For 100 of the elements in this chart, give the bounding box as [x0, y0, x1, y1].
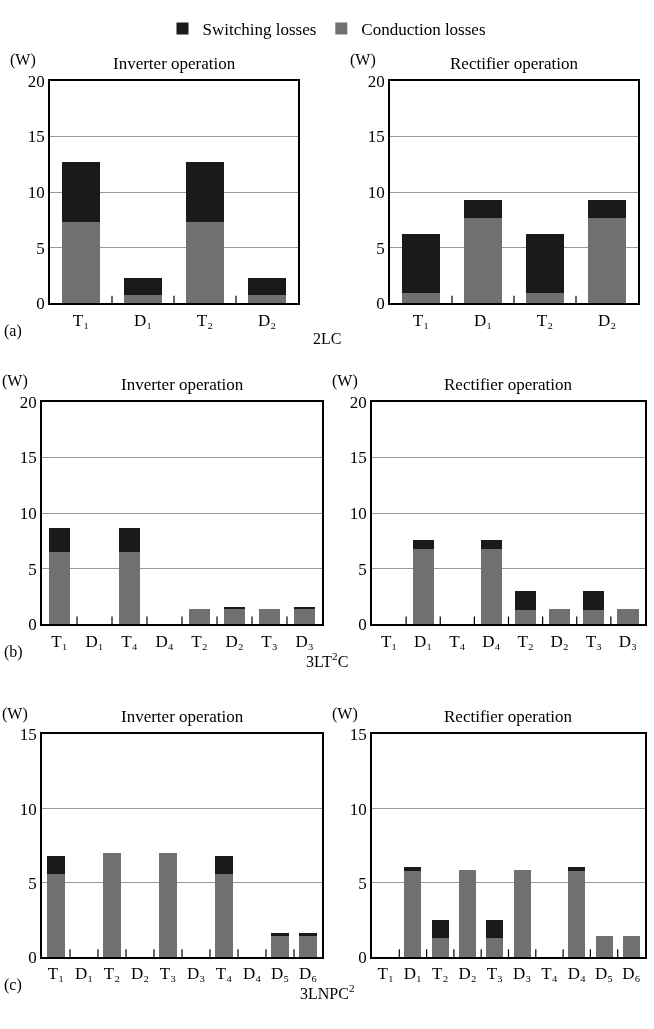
bar	[617, 608, 639, 625]
y-tick-label: 5	[28, 873, 37, 893]
x-tick-label: T₁	[380, 631, 398, 651]
y-tick-label: 15	[27, 127, 45, 147]
bar	[188, 608, 211, 625]
x-tick-label: D₄	[155, 631, 174, 651]
chart-title: Inverter operation	[121, 707, 244, 726]
bar	[587, 217, 627, 304]
bar	[412, 548, 434, 625]
bar	[583, 591, 605, 610]
x-tick-label: D₅	[270, 964, 290, 984]
x-tick-label: T₁	[47, 964, 65, 984]
text: (c)	[4, 976, 22, 994]
bar	[514, 609, 537, 625]
x-tick-label: D₂	[597, 310, 617, 330]
bar	[47, 873, 65, 958]
bar	[293, 608, 316, 625]
x-tick-label: D₂	[130, 964, 150, 984]
x-tick-label: T₁	[377, 964, 394, 984]
x-tick-label: D₁	[74, 964, 94, 984]
x-tick-label: T₂	[103, 964, 121, 984]
bar	[271, 936, 289, 958]
x-tick-label: D₅	[594, 964, 614, 984]
y-tick-label: 15	[349, 448, 367, 468]
y-tick-label: 15	[19, 448, 37, 468]
bar	[123, 277, 163, 295]
y-tick-label: 20	[19, 392, 37, 412]
bar	[514, 591, 537, 610]
bar	[299, 936, 317, 958]
bar	[271, 933, 289, 937]
x-tick-label: D₃	[513, 964, 532, 984]
text: 3LNPC$^{2}$	[300, 982, 355, 1002]
bar	[404, 871, 422, 958]
x-tick-label: D₄	[567, 964, 586, 984]
x-tick-label: D₃	[295, 631, 314, 651]
bar	[185, 222, 225, 304]
bar	[47, 856, 65, 874]
y-tick-label: 10	[19, 799, 37, 819]
chart-title: Inverter operation	[113, 54, 236, 73]
bar	[118, 527, 141, 553]
bar	[185, 161, 225, 223]
legend-label: Conduction losses	[361, 20, 486, 40]
y-axis-title: (W)	[332, 705, 358, 723]
x-tick-label: T₃	[486, 964, 504, 984]
bar	[549, 608, 571, 625]
y-tick-label: 10	[19, 503, 37, 523]
y-axis-title: (W)	[2, 705, 28, 723]
bar	[412, 539, 434, 549]
x-tick-label: T₂	[432, 964, 449, 984]
bar	[431, 937, 449, 958]
bar	[463, 199, 503, 218]
y-tick-label: 15	[349, 725, 367, 745]
y-tick-label: 10	[349, 503, 367, 523]
x-tick-label: D₄	[482, 631, 501, 651]
bar	[215, 873, 233, 958]
x-tick-label: T₁	[51, 631, 68, 651]
chart-title: Rectifier operation	[444, 707, 573, 726]
x-tick-label: T₁	[412, 310, 430, 330]
x-tick-label: D₂	[257, 310, 277, 330]
y-tick-label: 20	[367, 71, 385, 91]
x-tick-label: D₆	[298, 964, 318, 984]
bar	[223, 608, 246, 625]
x-tick-label: D₁	[133, 310, 153, 330]
y-axis-title: (W)	[350, 51, 376, 69]
text: 2LC	[313, 330, 342, 347]
x-tick-label: D₂	[225, 631, 244, 651]
bar	[431, 920, 449, 938]
bar	[48, 527, 71, 553]
bar	[486, 920, 504, 938]
bar	[513, 869, 531, 958]
chart-title: Inverter operation	[121, 375, 244, 394]
x-tick-label: T₂	[196, 310, 214, 330]
y-tick-label: 10	[27, 183, 45, 202]
y-tick-label: 0	[358, 948, 367, 968]
x-tick-label: T₃	[585, 631, 603, 651]
bar	[103, 853, 121, 958]
bar	[401, 234, 441, 294]
y-axis-title: (W)	[10, 51, 36, 69]
bar	[486, 937, 504, 958]
text: (a)	[4, 322, 22, 340]
y-tick-label: 15	[367, 127, 385, 147]
y-tick-label: 0	[28, 948, 37, 968]
x-tick-label: D₂	[550, 631, 569, 651]
bar	[247, 277, 287, 295]
x-tick-label: D₃	[186, 964, 206, 984]
x-tick-label: T₃	[261, 631, 278, 651]
y-tick-label: 20	[349, 392, 367, 412]
x-tick-label: T₂	[517, 631, 534, 651]
y-tick-label: 10	[349, 799, 367, 819]
x-tick-label: T₄	[449, 631, 466, 651]
bar	[587, 199, 627, 218]
y-tick-label: 0	[358, 615, 367, 635]
bar	[525, 234, 565, 294]
y-tick-label: 5	[358, 559, 367, 579]
x-tick-label: D₁	[85, 631, 104, 651]
bar	[568, 866, 586, 872]
bar	[61, 222, 101, 304]
bar	[463, 217, 503, 304]
bar	[258, 608, 281, 625]
x-tick-label: T₂	[191, 631, 208, 651]
